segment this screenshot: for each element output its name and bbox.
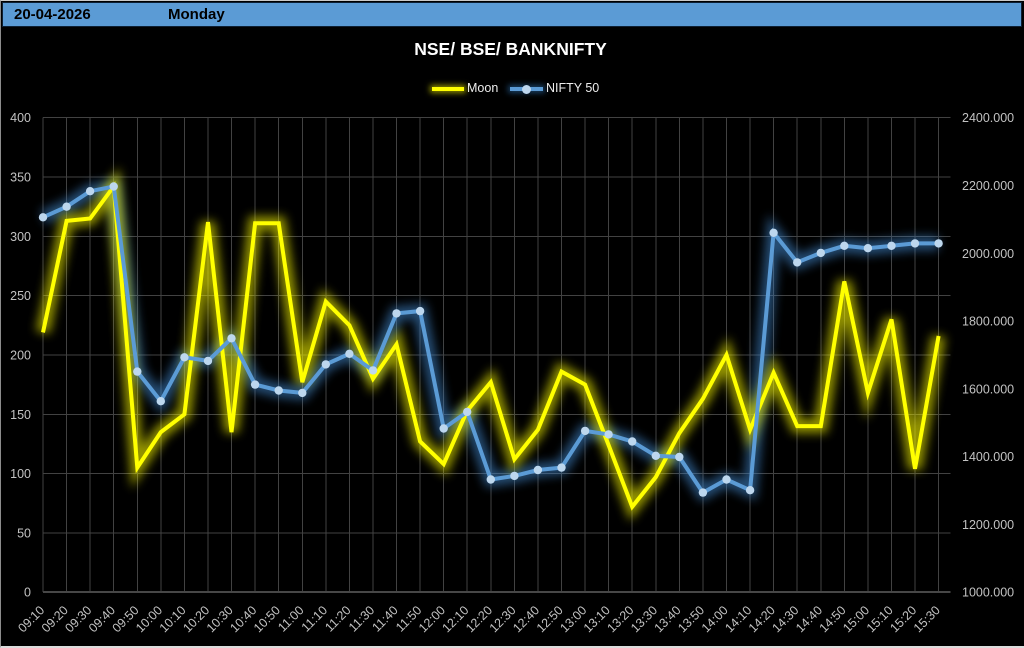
svg-text:50: 50 xyxy=(17,526,31,540)
svg-text:15:30: 15:30 xyxy=(911,603,943,635)
svg-text:12:50: 12:50 xyxy=(534,603,566,635)
svg-text:100: 100 xyxy=(10,467,31,481)
svg-text:11:00: 11:00 xyxy=(275,603,306,634)
svg-text:1600.000: 1600.000 xyxy=(962,382,1014,396)
svg-text:09:30: 09:30 xyxy=(62,603,94,635)
svg-text:300: 300 xyxy=(10,230,31,244)
svg-text:200: 200 xyxy=(10,348,31,362)
svg-text:11:40: 11:40 xyxy=(369,603,400,634)
svg-text:11:30: 11:30 xyxy=(346,603,377,634)
svg-text:14:50: 14:50 xyxy=(817,603,849,635)
svg-text:13:20: 13:20 xyxy=(605,603,637,635)
svg-text:14:20: 14:20 xyxy=(746,603,778,635)
svg-text:14:30: 14:30 xyxy=(770,603,802,635)
svg-text:0: 0 xyxy=(24,586,31,600)
svg-text:10:10: 10:10 xyxy=(157,603,189,635)
svg-text:1400.000: 1400.000 xyxy=(962,450,1014,464)
svg-text:10:00: 10:00 xyxy=(133,603,165,635)
svg-text:2200.000: 2200.000 xyxy=(962,179,1014,193)
svg-text:15:20: 15:20 xyxy=(887,603,919,635)
svg-text:10:40: 10:40 xyxy=(227,603,259,635)
svg-text:14:00: 14:00 xyxy=(699,603,731,635)
svg-text:1200.000: 1200.000 xyxy=(962,518,1014,532)
svg-text:2000.000: 2000.000 xyxy=(962,247,1014,261)
svg-text:12:40: 12:40 xyxy=(510,603,542,635)
svg-text:10:50: 10:50 xyxy=(251,603,283,635)
svg-text:13:40: 13:40 xyxy=(652,603,684,635)
svg-text:10:30: 10:30 xyxy=(204,603,236,635)
svg-text:09:40: 09:40 xyxy=(86,603,118,635)
svg-text:11:10: 11:10 xyxy=(299,603,330,634)
svg-text:12:20: 12:20 xyxy=(463,603,495,635)
svg-text:11:20: 11:20 xyxy=(322,603,353,634)
svg-text:150: 150 xyxy=(10,408,31,422)
svg-text:1800.000: 1800.000 xyxy=(962,315,1014,329)
svg-text:15:00: 15:00 xyxy=(840,603,872,635)
svg-text:1000.000: 1000.000 xyxy=(962,586,1014,600)
svg-text:350: 350 xyxy=(10,171,31,185)
svg-text:13:10: 13:10 xyxy=(581,603,613,635)
svg-text:400: 400 xyxy=(10,111,31,125)
svg-text:250: 250 xyxy=(10,289,31,303)
svg-text:13:50: 13:50 xyxy=(675,603,707,635)
svg-text:09:10: 09:10 xyxy=(15,603,47,635)
svg-text:12:10: 12:10 xyxy=(440,603,472,635)
svg-text:2400.000: 2400.000 xyxy=(962,111,1014,125)
